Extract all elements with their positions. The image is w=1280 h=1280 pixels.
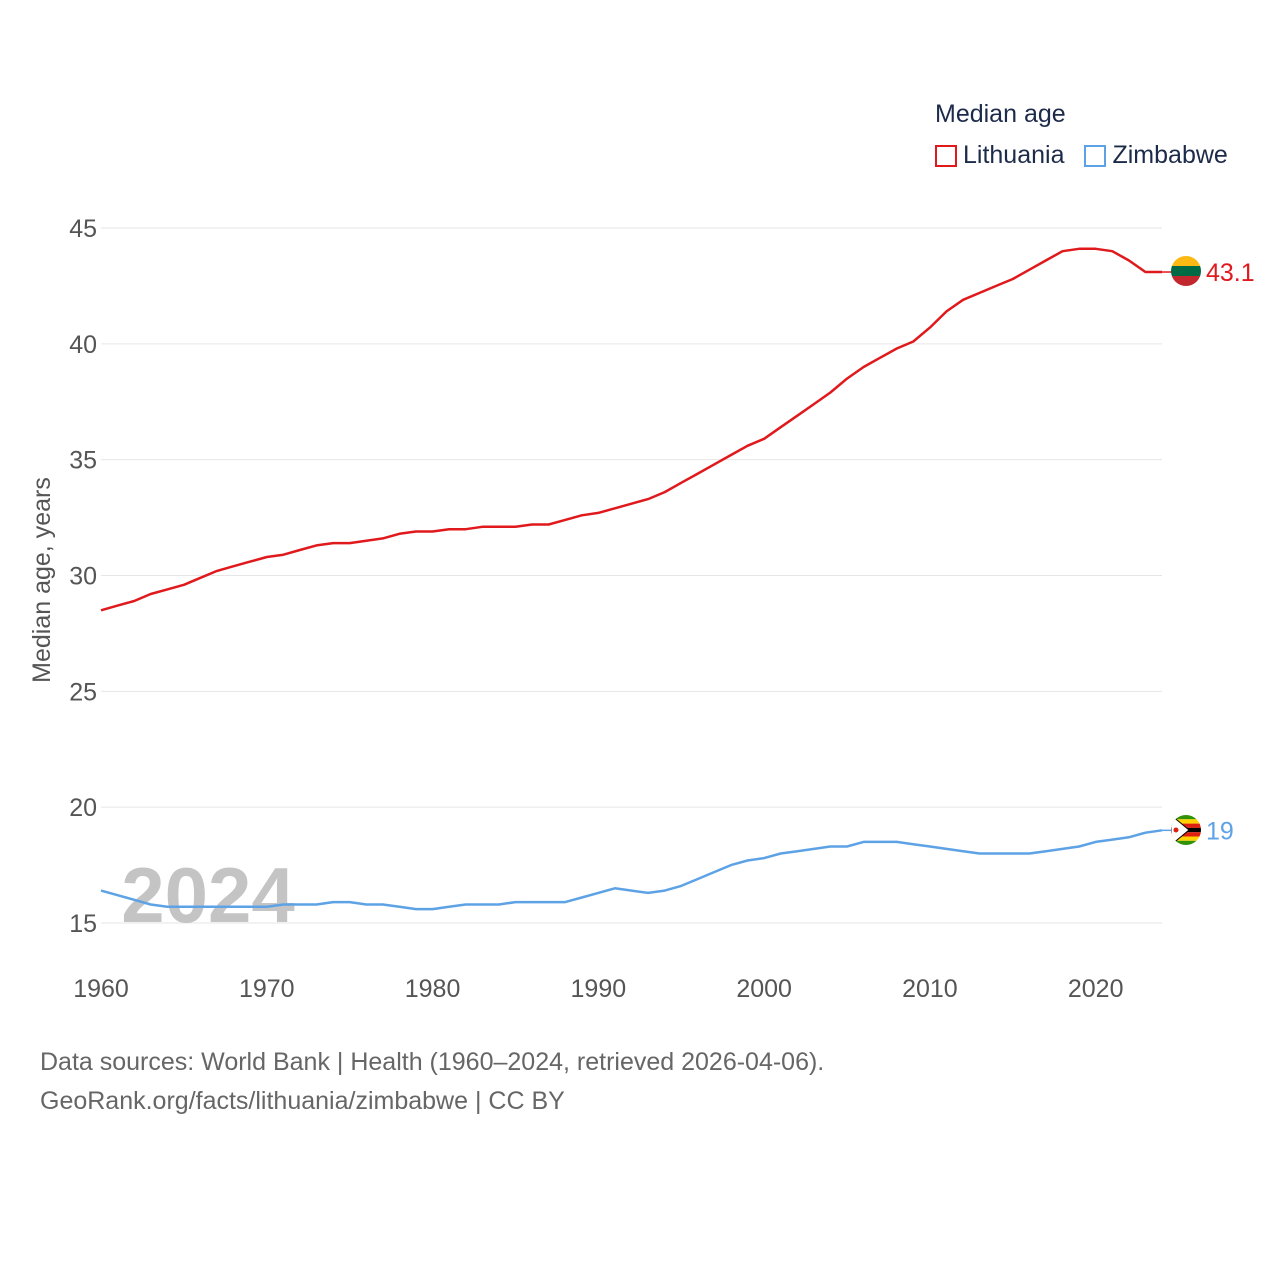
series-line-zimbabwe [100,829,1163,911]
x-tick-label-2020: 2020 [1068,975,1124,1003]
x-tick-label-1990: 1990 [571,975,627,1003]
x-tick-label-1970: 1970 [239,975,295,1003]
lithuania-flag-icon [1171,256,1201,286]
attribution-text: GeoRank.org/facts/lithuania/zimbabwe | C… [40,1087,565,1115]
y-axis-ticks: 15 20 25 30 35 40 45 [69,215,97,938]
zimbabwe-flag-icon [1171,815,1201,845]
y-tick-label-30: 30 [69,563,97,591]
legend-item-lithuania[interactable]: Lithuania [935,141,1064,170]
legend: Median age Lithuania Zimbabwe [935,100,1248,170]
x-tick-label-2000: 2000 [736,975,792,1003]
series-line-lithuania [100,247,1162,612]
data-sources-text: Data sources: World Bank | Health (1960–… [40,1048,825,1076]
year-watermark: 2024 [121,851,295,939]
legend-item-zimbabwe[interactable]: Zimbabwe [1084,141,1228,170]
y-tick-label-20: 20 [69,794,97,822]
end-label-zimbabwe: 19 [1206,817,1234,845]
y-tick-label-25: 25 [69,678,97,706]
x-axis-ticks: 1960 1970 1980 1990 2000 2010 2020 [73,975,1123,1003]
legend-swatch-lithuania [935,144,957,167]
legend-label-zimbabwe: Zimbabwe [1112,141,1228,169]
legend-title: Median age [935,100,1066,128]
end-label-lithuania: 43.1 [1206,259,1255,287]
y-tick-label-35: 35 [69,447,97,475]
x-tick-label-1960: 1960 [73,975,129,1003]
y-tick-label-15: 15 [69,910,97,938]
series-layer: 43.1 19 [100,247,1255,911]
y-tick-label-45: 45 [69,215,97,243]
legend-label-lithuania: Lithuania [963,141,1065,169]
legend-swatch-zimbabwe [1084,144,1107,167]
y-axis-label: Median age, years [28,477,56,683]
y-tick-label-40: 40 [69,331,97,359]
x-tick-label-2010: 2010 [902,975,958,1003]
x-tick-label-1980: 1980 [405,975,461,1003]
gridlines [101,227,1162,924]
footer: Data sources: World Bank | Health (1960–… [40,1043,824,1121]
